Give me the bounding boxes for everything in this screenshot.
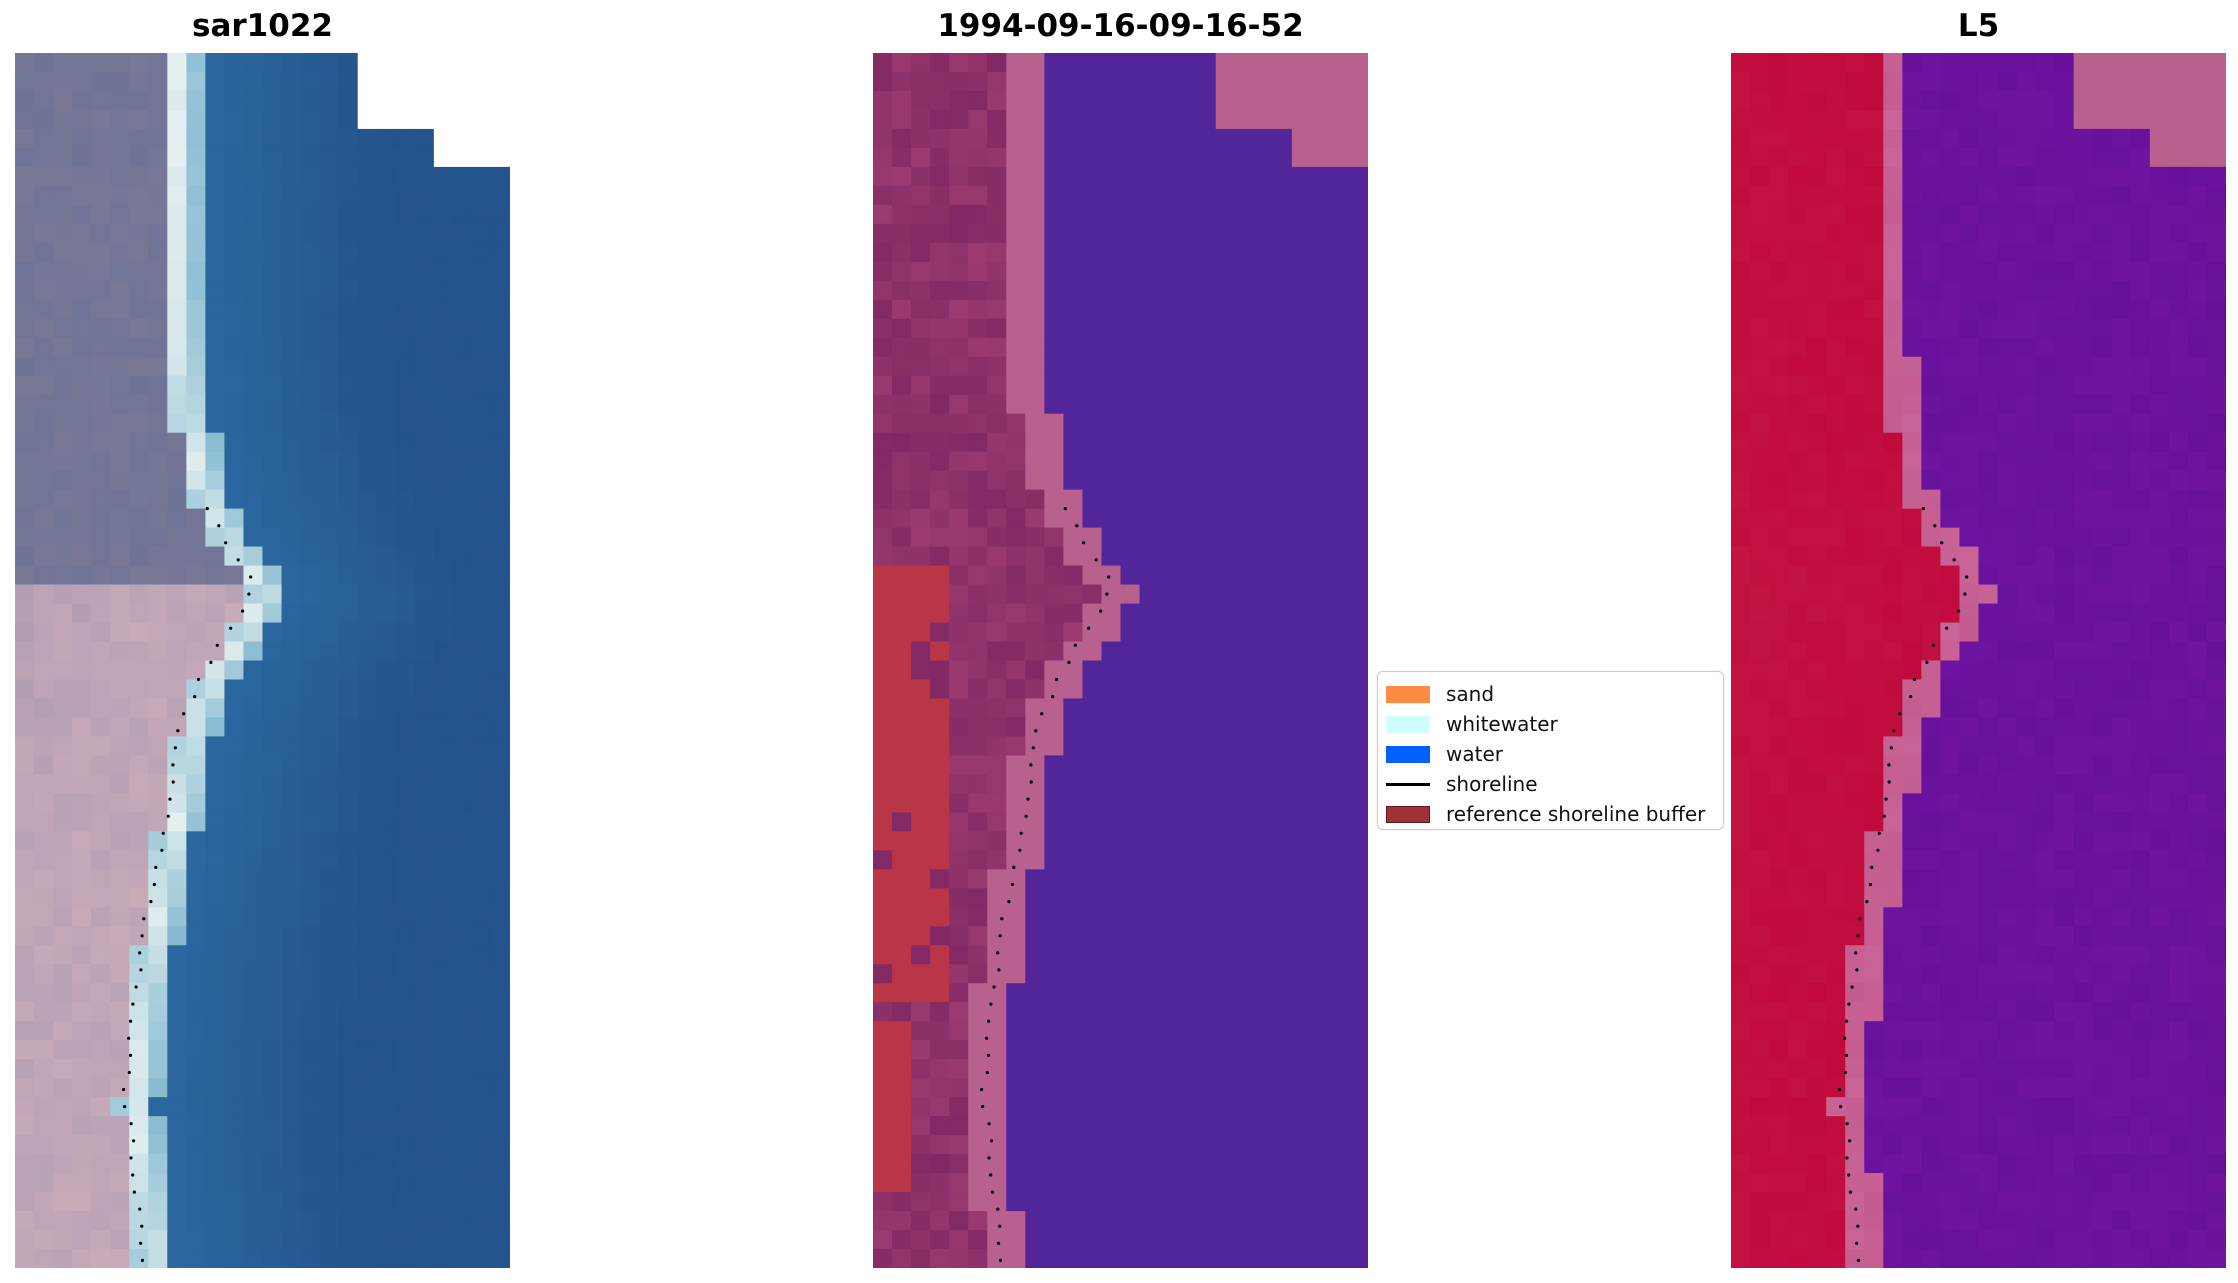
index-image-panel	[1731, 53, 2226, 1268]
legend-label-sand: sand	[1446, 682, 1495, 706]
legend-label-shoreline: shoreline	[1446, 772, 1538, 796]
classified-image-panel	[873, 53, 1368, 1268]
legend-label-water: water	[1446, 742, 1503, 766]
rgb-image-panel	[15, 53, 510, 1268]
legend-item-water: water	[1386, 740, 1503, 768]
water-swatch	[1386, 745, 1430, 763]
panel-title-rgb: sar1022	[192, 8, 333, 44]
reference-buffer-swatch	[1386, 805, 1430, 823]
legend-item-whitewater: whitewater	[1386, 710, 1558, 738]
legend-item-reference-buffer: reference shoreline buffer	[1386, 800, 1705, 828]
legend: sand whitewater water shoreline referenc…	[1377, 671, 1724, 830]
panel-title-index: L5	[1957, 8, 2000, 44]
panel-title-classified: 1994-09-16-09-16-52	[937, 8, 1304, 44]
shoreline-line-swatch	[1386, 782, 1430, 786]
legend-label-reference-buffer: reference shoreline buffer	[1446, 802, 1706, 826]
legend-item-shoreline: shoreline	[1386, 770, 1538, 798]
sand-swatch	[1386, 685, 1430, 703]
legend-item-sand: sand	[1386, 680, 1494, 708]
whitewater-swatch	[1386, 715, 1430, 733]
legend-label-whitewater: whitewater	[1446, 712, 1558, 736]
